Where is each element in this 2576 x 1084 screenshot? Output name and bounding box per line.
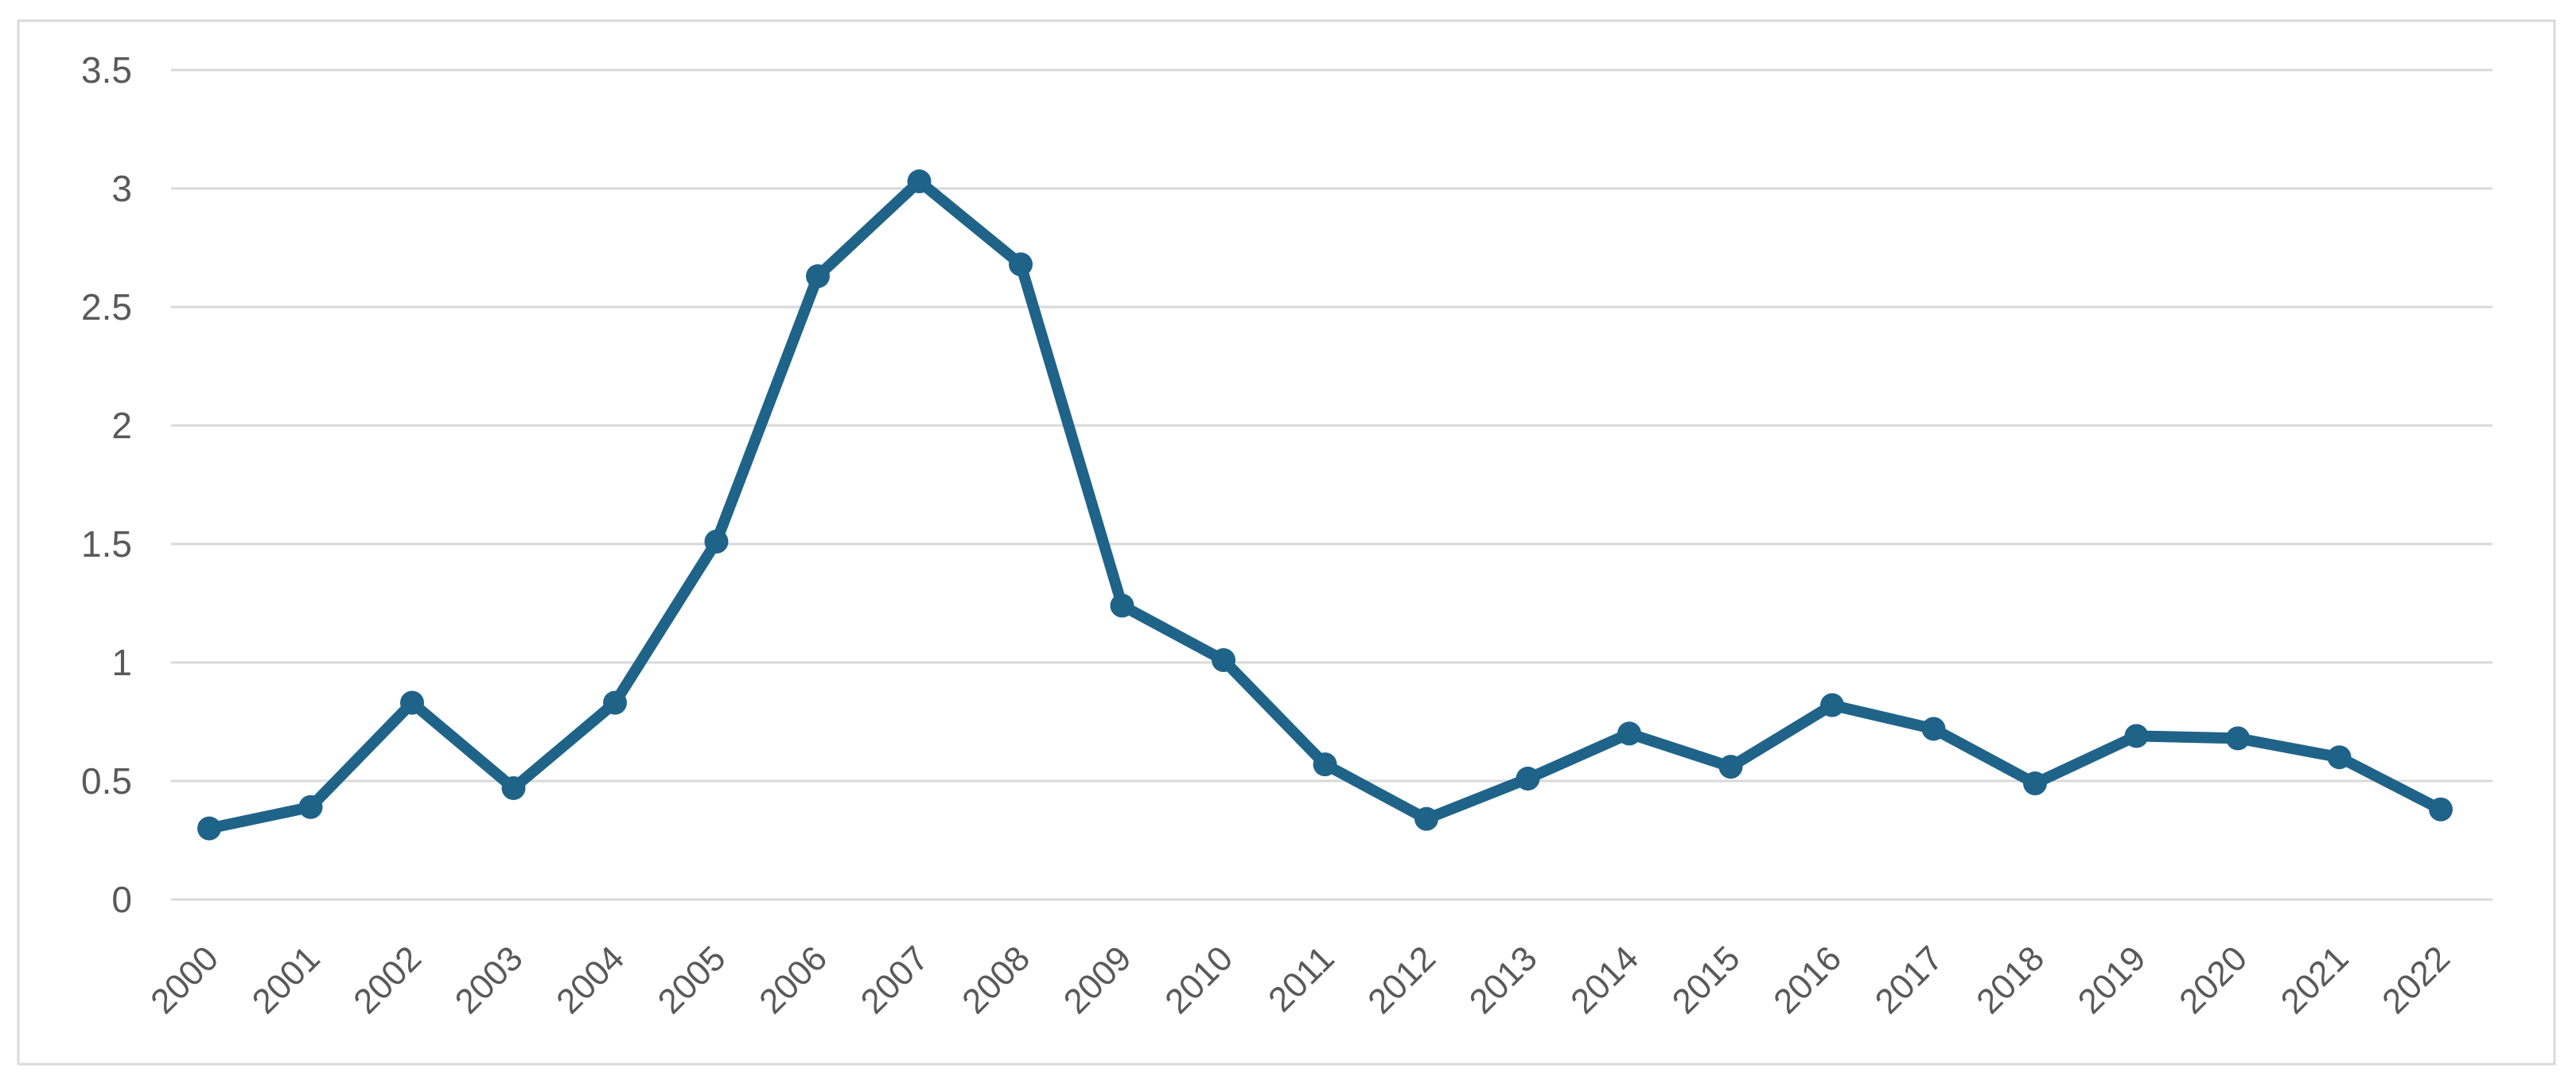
x-tick-label-2019: 2019 <box>2071 938 2154 1021</box>
x-tick-label-2002: 2002 <box>346 938 429 1021</box>
y-tick-label-3: 3 <box>111 168 132 209</box>
x-tick-label-2003: 2003 <box>448 938 531 1021</box>
data-point-2014 <box>1617 721 1641 746</box>
x-tick-label-2001: 2001 <box>245 938 328 1021</box>
data-point-2001 <box>298 795 323 819</box>
x-tick-label-2015: 2015 <box>1665 938 1748 1021</box>
y-tick-label-0.5: 0.5 <box>81 760 132 802</box>
data-point-2009 <box>1110 593 1134 618</box>
x-tick-label-2010: 2010 <box>1158 938 1240 1021</box>
data-point-2016 <box>1820 693 1844 717</box>
data-point-2017 <box>1921 717 1946 741</box>
y-tick-label-1: 1 <box>111 642 132 683</box>
x-tick-label-2000: 2000 <box>143 938 226 1021</box>
data-point-2011 <box>1313 752 1337 777</box>
x-tick-label-2020: 2020 <box>2172 938 2255 1021</box>
data-point-2006 <box>806 264 830 289</box>
y-tick-label-0: 0 <box>111 879 132 920</box>
x-tick-label-2018: 2018 <box>1969 938 2052 1021</box>
x-tick-label-2017: 2017 <box>1868 938 1951 1021</box>
y-tick-label-3.5: 3.5 <box>81 49 132 91</box>
x-tick-label-2011: 2011 <box>1261 938 1342 1020</box>
x-tick-label-2005: 2005 <box>651 938 733 1021</box>
x-tick-label-2022: 2022 <box>2375 938 2457 1021</box>
data-point-2015 <box>1718 755 1743 779</box>
data-point-2020 <box>2226 726 2250 751</box>
data-point-2019 <box>2124 724 2149 748</box>
data-point-2002 <box>400 690 424 715</box>
data-point-2010 <box>1212 648 1235 673</box>
x-tick-label-2013: 2013 <box>1462 938 1545 1021</box>
data-point-2004 <box>603 690 627 715</box>
data-point-2012 <box>1414 806 1438 831</box>
data-point-2000 <box>197 816 221 841</box>
data-point-2018 <box>2023 771 2047 795</box>
x-tick-label-2012: 2012 <box>1360 938 1443 1021</box>
x-tick-label-2004: 2004 <box>549 938 632 1021</box>
data-line <box>204 176 2446 834</box>
data-point-2003 <box>501 775 526 800</box>
data-point-2008 <box>1009 252 1033 277</box>
x-tick-label-2014: 2014 <box>1563 938 1646 1021</box>
data-point-2005 <box>704 530 729 554</box>
y-tick-label-2.5: 2.5 <box>81 286 132 328</box>
x-tick-label-2007: 2007 <box>854 938 936 1021</box>
chart-border <box>17 19 2556 1066</box>
x-tick-label-2016: 2016 <box>1766 938 1849 1021</box>
x-tick-label-2006: 2006 <box>752 938 835 1021</box>
data-point-2013 <box>1516 767 1540 791</box>
x-tick-label-2009: 2009 <box>1056 938 1139 1021</box>
data-point-2007 <box>907 169 932 194</box>
data-point-2022 <box>2429 797 2453 822</box>
x-tick-label-2021: 2021 <box>2274 938 2356 1021</box>
data-point-2021 <box>2327 745 2352 770</box>
y-tick-label-1.5: 1.5 <box>81 523 132 565</box>
x-tick-label-2008: 2008 <box>955 938 1037 1021</box>
y-tick-label-2: 2 <box>111 405 132 446</box>
